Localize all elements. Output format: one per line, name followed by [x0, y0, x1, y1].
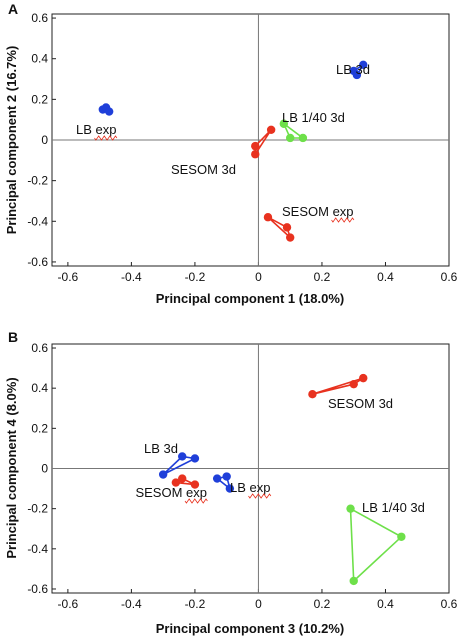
panel-b-sesom-3d-point: [359, 373, 368, 383]
panel-a-lb-exp-point: [104, 107, 114, 116]
panel-a-sesom-exp-point: [263, 213, 273, 222]
panel-b-lb-exp-point: [212, 474, 222, 483]
panel-a-x-tick-label: 0.6: [441, 270, 458, 284]
panel-a-x-axis-label: Principal component 1 (18.0%): [156, 291, 345, 306]
panel-b-lb-1-40-3d-hull: [349, 507, 403, 583]
panel-a-y-tick-label: 0.6: [31, 11, 48, 25]
panel-b-x-ticks: -0.6 -0.4 -0.2 0 0.2 0.4 0.6: [58, 589, 458, 611]
panel-a-label-sesom-3d: SESOM 3d: [171, 162, 236, 177]
panel-b-x-tick-label: -0.4: [121, 597, 142, 611]
panel-b-zero-lines: [52, 344, 449, 593]
panel-a-y-ticks: -0.6 -0.4 -0.2 0 0.2 0.4 0.6: [27, 11, 56, 269]
panel-b-x-tick-label: 0: [255, 597, 262, 611]
panel-b-lb-1-40-3d-point: [346, 504, 355, 513]
panel-a-y-tick-label: 0: [41, 133, 48, 147]
panel-a-sesom-exp-hull: [267, 216, 292, 241]
panel-b-label-lb-3d: LB 3d: [144, 441, 178, 456]
panel-a-lb-3d-point: [352, 70, 362, 80]
panel-a-sesom-3d-hull: [254, 129, 272, 157]
panel-b-y-axis-label: Principal component 4 (8.0%): [4, 377, 19, 558]
panel-a-sesom-exp-point: [282, 223, 292, 232]
panel-b-x-tick-label: -0.2: [185, 597, 206, 611]
panel-b-x-axis-label: Principal component 3 (10.2%): [156, 621, 345, 636]
panel-b-lb-3d-point: [190, 454, 200, 463]
panel-b-label-sesom-3d: SESOM 3d: [328, 396, 393, 411]
panel-a-x-tick-label: -0.4: [121, 270, 142, 284]
panel-a-lb-1-40-3d-hull: [281, 121, 306, 139]
panel-b-series: [158, 373, 406, 586]
panel-a-lb-3d-point: [359, 60, 368, 70]
panel-b-lb-3d-point: [158, 470, 168, 479]
panel-b-y-tick-label: 0.6: [31, 341, 48, 355]
panel-b-lb-3d-point: [178, 452, 187, 461]
panel-a-sesom-3d-point: [251, 141, 260, 151]
panel-a-y-axis-label: Principal component 2 (16.7%): [4, 46, 19, 235]
panel-a-x-tick-label: -0.2: [185, 270, 206, 284]
panel-b-lb-exp-hull: [215, 475, 232, 491]
panel-a-label-sesom-exp: SESOM exp: [282, 204, 354, 219]
panel-b-x-tick-label: 0.6: [441, 597, 458, 611]
panel-b-lb-3d-hull: [162, 455, 198, 476]
panel-a-sesom-3d-point: [266, 125, 276, 135]
panel-b-lb-exp-point: [225, 484, 235, 493]
panel-b-x-tick-label: -0.6: [58, 597, 79, 611]
panel-a-label-lb-1-40-3d: LB 1/40 3d: [282, 110, 345, 125]
panel-a-label-lb-exp: LB exp: [76, 122, 116, 137]
panel-a-x-tick-label: 0: [255, 270, 262, 284]
panel-a-spellcheck-squiggle: [331, 217, 355, 223]
panel-b-sesom-3d-point: [349, 379, 358, 389]
panel-b-letter: B: [8, 329, 18, 345]
panel-b-x-tick-label: 0.2: [314, 597, 331, 611]
panel-a-letter: A: [8, 1, 18, 17]
panel-a-x-tick-label: -0.6: [58, 270, 79, 284]
panel-a: A -0.6 -0.4 -0.2 0 0.2 0.4 0.6 -0.6 -0.4 -0.2 0 0.…: [4, 1, 458, 306]
panel-b-y-tick-label: -0.4: [27, 542, 48, 556]
panel-b-sesom-exp-point: [178, 474, 187, 483]
panel-b-y-ticks: -0.6 -0.4 -0.2 0 0.2 0.4 0.6: [27, 341, 56, 596]
panel-a-sesom-3d-point: [251, 150, 260, 159]
panel-a-lb-1-40-3d-point: [286, 133, 295, 143]
panel-a-y-tick-label: 0.2: [31, 92, 48, 106]
panel-b-spellcheck-squiggle: [184, 498, 208, 504]
panel-a-y-tick-label: -0.4: [27, 214, 48, 228]
panel-b-sesom-exp-point: [190, 480, 200, 489]
panel-a-y-tick-label: 0.4: [31, 52, 48, 66]
panel-b-y-tick-label: 0.2: [31, 421, 48, 435]
panel-a-y-tick-label: -0.6: [27, 255, 48, 269]
panel-a-lb-1-40-3d-point: [279, 119, 289, 128]
panel-b: B -0.6 -0.4 -0.2 0 0.2 0.4 0.6 -0.6 -0.4 -0.2 0 0.…: [4, 329, 458, 636]
panel-b-spellcheck-squiggle: [248, 493, 272, 499]
panel-b-label-lb-exp: LB exp: [230, 480, 270, 495]
panel-a-series: [98, 60, 368, 242]
panel-b-y-tick-label: -0.2: [27, 502, 48, 516]
panel-b-annotations: SESOM 3d LB 3d SESOM exp LB exp LB 1/40 3d: [135, 396, 424, 515]
panel-b-label-lb-1-40-3d: LB 1/40 3d: [362, 500, 425, 515]
panel-a-zero-lines: [52, 14, 449, 266]
panel-b-y-tick-label: 0.4: [31, 381, 48, 395]
panel-a-annotations: LB 3d LB exp LB 1/40 3d SESOM 3d SESOM exp: [76, 62, 370, 223]
panel-b-sesom-3d-hull: [312, 377, 364, 395]
panel-b-y-tick-label: -0.6: [27, 582, 48, 596]
panel-a-y-tick-label: -0.2: [27, 174, 48, 188]
panel-a-label-lb-3d: LB 3d: [336, 62, 370, 77]
panel-b-sesom-exp-point: [171, 478, 181, 487]
panel-a-sesom-exp-point: [286, 233, 295, 242]
panel-a-spellcheck-squiggle: [94, 135, 118, 141]
panel-a-lb-1-40-3d-point: [298, 133, 308, 143]
panel-b-sesom-3d-point: [308, 390, 317, 399]
panel-b-lb-1-40-3d-point: [349, 576, 358, 586]
panel-a-x-tick-label: 0.4: [377, 270, 394, 284]
panel-b-y-tick-label: 0: [41, 462, 48, 476]
panel-b-label-sesom-exp: SESOM exp: [135, 485, 207, 500]
panel-b-lb-exp-point: [222, 472, 231, 481]
panel-b-lb-1-40-3d-point: [397, 532, 406, 541]
panel-b-x-tick-label: 0.4: [377, 597, 394, 611]
panel-a-x-tick-label: 0.2: [314, 270, 331, 284]
panel-a-x-ticks: -0.6 -0.4 -0.2 0 0.2 0.4 0.6: [58, 262, 458, 284]
